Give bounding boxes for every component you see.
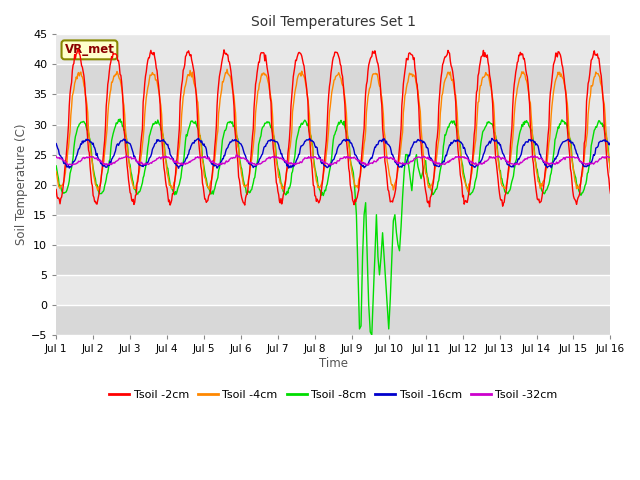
Tsoil -16cm xyxy=(198,141,206,146)
Tsoil -4cm xyxy=(557,71,565,77)
Tsoil -2cm xyxy=(557,56,565,61)
Bar xyxy=(56,155,611,185)
Tsoil -32cm xyxy=(435,160,443,166)
Tsoil -2cm xyxy=(175,135,182,141)
Tsoil -8cm xyxy=(198,154,206,160)
Bar xyxy=(56,64,611,95)
Tsoil -32cm xyxy=(174,160,182,166)
Line: Tsoil -2cm: Tsoil -2cm xyxy=(56,49,611,207)
Tsoil -32cm xyxy=(607,155,614,160)
Tsoil -2cm xyxy=(426,204,433,210)
Tsoil -8cm xyxy=(116,116,124,122)
Tsoil -16cm xyxy=(52,141,60,146)
Tsoil -4cm xyxy=(326,110,333,116)
Bar xyxy=(56,124,611,155)
Tsoil -32cm xyxy=(380,155,388,160)
Tsoil -8cm xyxy=(380,254,388,260)
Tsoil -16cm xyxy=(488,135,496,141)
Tsoil -2cm xyxy=(435,103,443,109)
Tsoil -8cm xyxy=(607,165,614,171)
Tsoil -4cm xyxy=(380,111,387,117)
Tsoil -8cm xyxy=(368,332,376,338)
Y-axis label: Soil Temperature (C): Soil Temperature (C) xyxy=(15,124,28,245)
Tsoil -2cm xyxy=(198,180,206,186)
Bar xyxy=(56,245,611,275)
Tsoil -8cm xyxy=(175,183,182,189)
Bar xyxy=(56,305,611,335)
Tsoil -16cm xyxy=(326,163,333,169)
Tsoil -4cm xyxy=(174,159,182,165)
Legend: Tsoil -2cm, Tsoil -4cm, Tsoil -8cm, Tsoil -16cm, Tsoil -32cm: Tsoil -2cm, Tsoil -4cm, Tsoil -8cm, Tsoi… xyxy=(105,385,562,405)
Tsoil -16cm xyxy=(434,163,442,169)
X-axis label: Time: Time xyxy=(319,357,348,370)
Tsoil -16cm xyxy=(174,163,182,169)
Tsoil -4cm xyxy=(198,151,205,156)
Bar xyxy=(56,95,611,124)
Tsoil -2cm xyxy=(52,187,60,192)
Tsoil -2cm xyxy=(74,47,81,52)
Tsoil -4cm xyxy=(464,189,472,194)
Line: Tsoil -16cm: Tsoil -16cm xyxy=(56,138,611,168)
Tsoil -4cm xyxy=(434,142,442,147)
Tsoil -4cm xyxy=(223,66,231,72)
Bar xyxy=(56,35,611,64)
Tsoil -16cm xyxy=(380,137,387,143)
Tsoil -8cm xyxy=(557,119,565,124)
Tsoil -32cm xyxy=(232,152,240,157)
Tsoil -32cm xyxy=(557,157,565,163)
Line: Tsoil -8cm: Tsoil -8cm xyxy=(56,119,611,335)
Tsoil -4cm xyxy=(52,169,60,175)
Bar xyxy=(56,275,611,305)
Tsoil -16cm xyxy=(175,166,182,171)
Tsoil -8cm xyxy=(52,163,60,169)
Tsoil -8cm xyxy=(435,178,443,183)
Tsoil -2cm xyxy=(326,84,333,89)
Tsoil -8cm xyxy=(326,168,333,174)
Tsoil -32cm xyxy=(364,162,371,168)
Tsoil -16cm xyxy=(557,142,565,147)
Tsoil -2cm xyxy=(607,191,614,196)
Tsoil -16cm xyxy=(607,143,614,148)
Tsoil -32cm xyxy=(198,155,205,160)
Line: Tsoil -4cm: Tsoil -4cm xyxy=(56,69,611,192)
Tsoil -2cm xyxy=(380,134,387,140)
Tsoil -4cm xyxy=(607,169,614,175)
Tsoil -32cm xyxy=(326,162,333,168)
Line: Tsoil -32cm: Tsoil -32cm xyxy=(56,155,611,165)
Text: VR_met: VR_met xyxy=(65,43,115,56)
Bar xyxy=(56,185,611,215)
Tsoil -32cm xyxy=(52,154,60,159)
Bar xyxy=(56,215,611,245)
Title: Soil Temperatures Set 1: Soil Temperatures Set 1 xyxy=(251,15,416,29)
